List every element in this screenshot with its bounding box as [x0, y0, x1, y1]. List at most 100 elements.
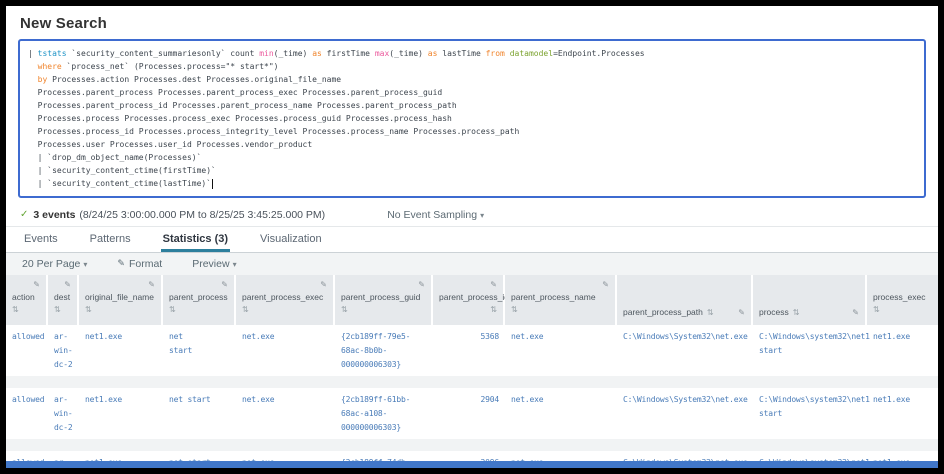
preview-label: Preview: [192, 258, 230, 270]
edit-column-icon[interactable]: ✎: [320, 280, 327, 289]
table-cell-process_exec[interactable]: net1.exe: [873, 395, 910, 404]
table-cell-parent_process_id[interactable]: 2904: [480, 395, 500, 404]
query-token: |: [28, 49, 38, 58]
column-header-parent_process[interactable]: ✎ parent_process ⇅: [163, 275, 236, 325]
table-cell-action[interactable]: allowed: [12, 332, 45, 341]
table-cell-parent_process_guid[interactable]: {2cb189ff-61bb- 68ac-a108- 000000006303}: [341, 395, 411, 432]
table-cell-parent_process_name[interactable]: net.exe: [511, 332, 544, 341]
column-header-dest[interactable]: ✎ dest ⇅: [48, 275, 79, 325]
column-header-process_exec[interactable]: ✎process_exec⇅: [867, 275, 938, 325]
sort-icon[interactable]: ⇅: [706, 308, 714, 317]
event-sampling-dropdown[interactable]: No Event Sampling ▾: [387, 209, 484, 221]
job-status-bar: ✓ 3 events (8/24/25 3:00:00.000 PM to 8/…: [6, 203, 938, 227]
query-token: `security_content_summariesonly` count: [66, 49, 260, 58]
tab-events[interactable]: Events: [24, 233, 58, 245]
table-cell-process[interactable]: C:\Windows\system32\net1 start: [759, 332, 870, 355]
query-token: Processes.parent_process_id Processes.pa…: [28, 101, 457, 110]
column-header-original_file_name[interactable]: ✎ original_file_name ⇅: [79, 275, 163, 325]
column-header-action[interactable]: ✎ action ⇅: [6, 275, 48, 325]
preview-dropdown[interactable]: Preview ▾: [192, 258, 236, 270]
table-cell-process_exec[interactable]: net1.exe: [873, 332, 910, 341]
query-token: as: [427, 49, 438, 58]
sort-icon[interactable]: ⇅: [490, 305, 497, 314]
edit-column-icon[interactable]: ✎: [221, 280, 228, 289]
query-token: | `security_content_ctime(lastTime)`: [28, 179, 212, 188]
sort-icon[interactable]: ⇅: [169, 305, 176, 314]
column-label: parent_process_path: [623, 307, 703, 317]
query-token: tstats: [37, 49, 67, 58]
column-header-process[interactable]: process ⇅ ✎: [753, 275, 867, 325]
pencil-icon: ✎: [117, 259, 125, 269]
table-cell-parent_process_exec[interactable]: net.exe: [242, 332, 275, 341]
query-token: (_time): [389, 49, 428, 58]
table-cell-original_file_name[interactable]: net1.exe: [85, 332, 122, 341]
tab-statistics-3[interactable]: Statistics (3): [160, 228, 231, 252]
page-title: New Search: [20, 15, 108, 32]
table-header-row: ✎ action ⇅ ✎ dest ⇅ ✎ original_file_name ⇅ ✎ paren…: [6, 275, 938, 325]
format-button[interactable]: ✎ Format: [117, 258, 162, 270]
edit-column-icon[interactable]: ✎: [33, 280, 40, 289]
column-label: process: [759, 307, 789, 317]
table-cell-original_file_name[interactable]: net1.exe: [85, 395, 122, 404]
table-cell-dest[interactable]: ar- win- dc-2: [54, 332, 73, 369]
results-toolbar: 20 Per Page ▾ ✎ Format Preview ▾: [6, 253, 938, 275]
edit-column-icon[interactable]: ✎: [148, 280, 155, 289]
column-label: parent_process_id: [439, 292, 509, 302]
search-query: | tstats `security_content_summariesonly…: [28, 47, 916, 190]
table-cell-parent_process[interactable]: net start: [169, 332, 193, 355]
table-cell-parent_process_name[interactable]: net.exe: [511, 395, 544, 404]
column-header-parent_process_exec[interactable]: ✎ parent_process_exec ⇅: [236, 275, 335, 325]
results-tabs: Events Patterns Statistics (3) Visualizatio…: [6, 227, 938, 253]
column-label: dest: [54, 292, 71, 302]
sort-icon[interactable]: ⇅: [54, 305, 61, 314]
query-token: [28, 75, 38, 84]
table-cell-parent_process_path[interactable]: C:\Windows\System32\net.exe: [623, 332, 748, 341]
per-page-dropdown[interactable]: 20 Per Page ▾: [22, 258, 87, 270]
query-token: =Endpoint.Processes: [553, 49, 645, 58]
query-token: datamodel: [509, 49, 554, 58]
sort-icon[interactable]: ⇅: [341, 305, 348, 314]
edit-column-icon[interactable]: ✎: [418, 280, 425, 289]
query-token: Processes.parent_process Processes.paren…: [28, 88, 443, 97]
edit-column-icon[interactable]: ✎: [490, 280, 497, 289]
table-cell-action[interactable]: allowed: [12, 395, 45, 404]
chevron-down-icon: ▾: [480, 210, 485, 220]
sort-icon[interactable]: ⇅: [511, 305, 518, 314]
query-token: min: [259, 49, 274, 58]
tab-visualization[interactable]: Visualization: [260, 233, 322, 245]
sort-icon[interactable]: ⇅: [792, 308, 800, 317]
column-header-parent_process_id[interactable]: ✎ parent_process_id ⇅: [433, 275, 509, 325]
table-cell-parent_process_path[interactable]: C:\Windows\System32\net.exe: [623, 395, 748, 404]
sort-icon[interactable]: ⇅: [12, 305, 19, 314]
table-cell-process[interactable]: C:\Windows\system32\net1 start: [759, 395, 870, 418]
edit-column-icon[interactable]: ✎: [64, 280, 71, 289]
column-header-parent_process_path[interactable]: parent_process_path ⇅ ✎: [617, 275, 753, 325]
sort-icon[interactable]: ⇅: [873, 305, 880, 314]
edit-column-icon[interactable]: ✎: [852, 308, 859, 317]
edit-column-icon[interactable]: ✎: [602, 280, 609, 289]
sort-icon[interactable]: ⇅: [85, 305, 92, 314]
table-cell-dest[interactable]: ar- win- dc-2: [54, 395, 73, 432]
chevron-down-icon: ▾: [83, 259, 88, 269]
event-count: 3 events: [33, 208, 76, 221]
query-token: firstTime: [321, 49, 375, 58]
search-input[interactable]: | tstats `security_content_summariesonly…: [18, 39, 926, 198]
sort-icon[interactable]: ⇅: [242, 305, 249, 314]
table-cell-parent_process_exec[interactable]: net.exe: [242, 395, 275, 404]
query-token: as: [312, 49, 322, 58]
query-token: Processes.process_id Processes.process_i…: [28, 127, 520, 136]
table-row: allowed ar- win- dc-2 net1.exe net start net…: [6, 388, 938, 451]
table-cell-parent_process_guid[interactable]: {2cb189ff-79e5- 68ac-8b0b- 000000006303}: [341, 332, 411, 369]
table-cell-parent_process[interactable]: net start: [169, 395, 211, 404]
edit-column-icon[interactable]: ✎: [738, 308, 745, 317]
query-token: max: [374, 49, 390, 58]
horizontal-scrollbar[interactable]: [6, 461, 938, 468]
table-cell-parent_process_id[interactable]: 5368: [480, 332, 500, 341]
tab-patterns[interactable]: Patterns: [89, 233, 131, 245]
app-window: New Search | tstats `security_content_su…: [6, 6, 938, 468]
column-header-parent_process_name[interactable]: ✎ parent_process_name ⇅: [505, 275, 617, 325]
column-label: parent_process_exec: [242, 292, 324, 302]
query-token: | `security_content_ctime(firstTime)`: [28, 166, 216, 175]
query-token: where: [37, 62, 62, 71]
column-header-parent_process_guid[interactable]: ✎ parent_process_guid ⇅: [335, 275, 433, 325]
